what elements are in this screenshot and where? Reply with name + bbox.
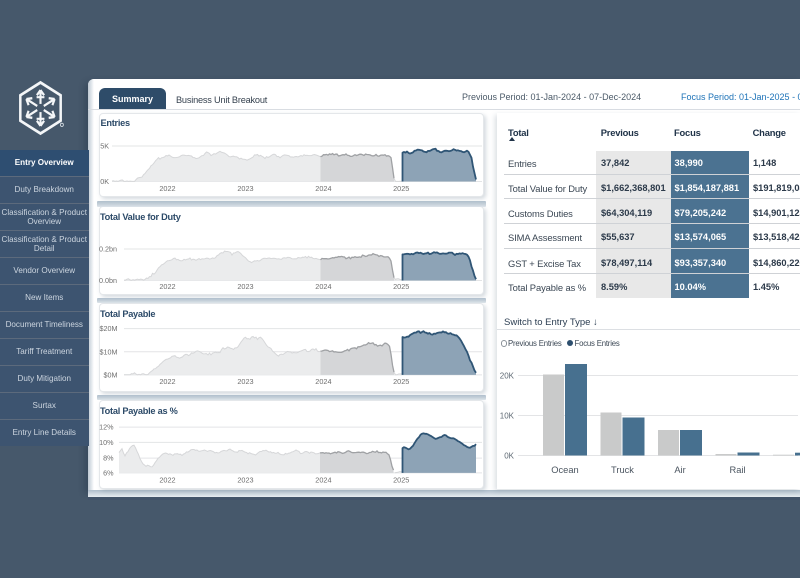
- svg-text:2022: 2022: [159, 282, 175, 291]
- svg-text:2022: 2022: [159, 476, 175, 485]
- svg-text:2025: 2025: [393, 377, 409, 386]
- svg-text:2022: 2022: [159, 377, 175, 386]
- svg-text:2024: 2024: [315, 476, 331, 485]
- svg-text:8%: 8%: [103, 454, 114, 463]
- svg-text:10K: 10K: [500, 411, 515, 420]
- svg-text:2025: 2025: [393, 476, 409, 485]
- svg-text:12%: 12%: [99, 423, 114, 432]
- svg-text:2025: 2025: [393, 184, 409, 193]
- svg-text:2023: 2023: [237, 377, 253, 386]
- svg-text:Rail: Rail: [729, 465, 745, 475]
- svg-text:2024: 2024: [315, 377, 331, 386]
- svg-text:2023: 2023: [237, 282, 253, 291]
- svg-text:5K: 5K: [100, 142, 109, 151]
- svg-text:0K: 0K: [100, 177, 109, 186]
- svg-text:2023: 2023: [237, 184, 253, 193]
- svg-text:0.2bn: 0.2bn: [99, 245, 117, 254]
- svg-text:Air: Air: [674, 465, 685, 475]
- svg-text:0K: 0K: [504, 451, 514, 460]
- svg-text:2023: 2023: [237, 476, 253, 485]
- svg-text:0.0bn: 0.0bn: [99, 276, 117, 285]
- svg-text:Truck: Truck: [611, 465, 634, 475]
- svg-text:6%: 6%: [103, 469, 114, 478]
- svg-text:20K: 20K: [500, 371, 515, 380]
- svg-text:$10M: $10M: [100, 347, 118, 356]
- svg-text:$0M: $0M: [104, 371, 118, 380]
- svg-text:2025: 2025: [393, 282, 409, 291]
- svg-text:$20M: $20M: [100, 324, 118, 333]
- svg-text:Ocean: Ocean: [551, 465, 578, 475]
- svg-text:10%: 10%: [99, 438, 114, 447]
- svg-text:2022: 2022: [159, 184, 175, 193]
- svg-text:2024: 2024: [315, 282, 331, 291]
- svg-text:2024: 2024: [315, 184, 331, 193]
